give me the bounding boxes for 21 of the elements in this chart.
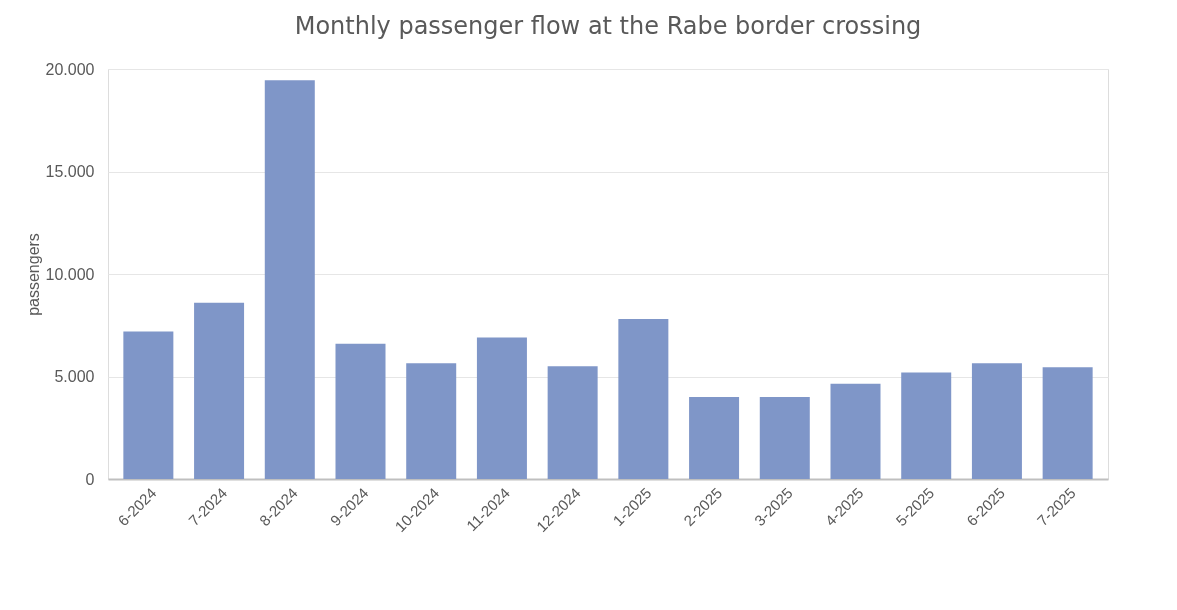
y-tick-label: 10.000 bbox=[45, 265, 95, 283]
bar bbox=[264, 80, 315, 479]
bar bbox=[689, 397, 740, 479]
y-axis-title: passengers bbox=[24, 233, 42, 316]
bar bbox=[759, 397, 810, 479]
y-tick-label: 20.000 bbox=[45, 60, 95, 78]
bar bbox=[476, 337, 527, 479]
bar bbox=[618, 319, 669, 479]
bar bbox=[335, 343, 386, 479]
bar bbox=[830, 383, 881, 479]
y-tick-label: 5.000 bbox=[54, 368, 95, 385]
bar bbox=[123, 331, 174, 479]
bar bbox=[971, 363, 1022, 479]
y-tick-label: 0 bbox=[85, 470, 95, 488]
chart-title: Monthly passenger flow at the Rabe border crossing bbox=[294, 12, 922, 40]
bar bbox=[406, 363, 457, 479]
bar bbox=[194, 302, 245, 479]
bar bbox=[547, 366, 598, 479]
bar bbox=[1042, 367, 1093, 479]
bar bbox=[901, 372, 952, 479]
y-tick-label: 15.000 bbox=[45, 163, 95, 180]
